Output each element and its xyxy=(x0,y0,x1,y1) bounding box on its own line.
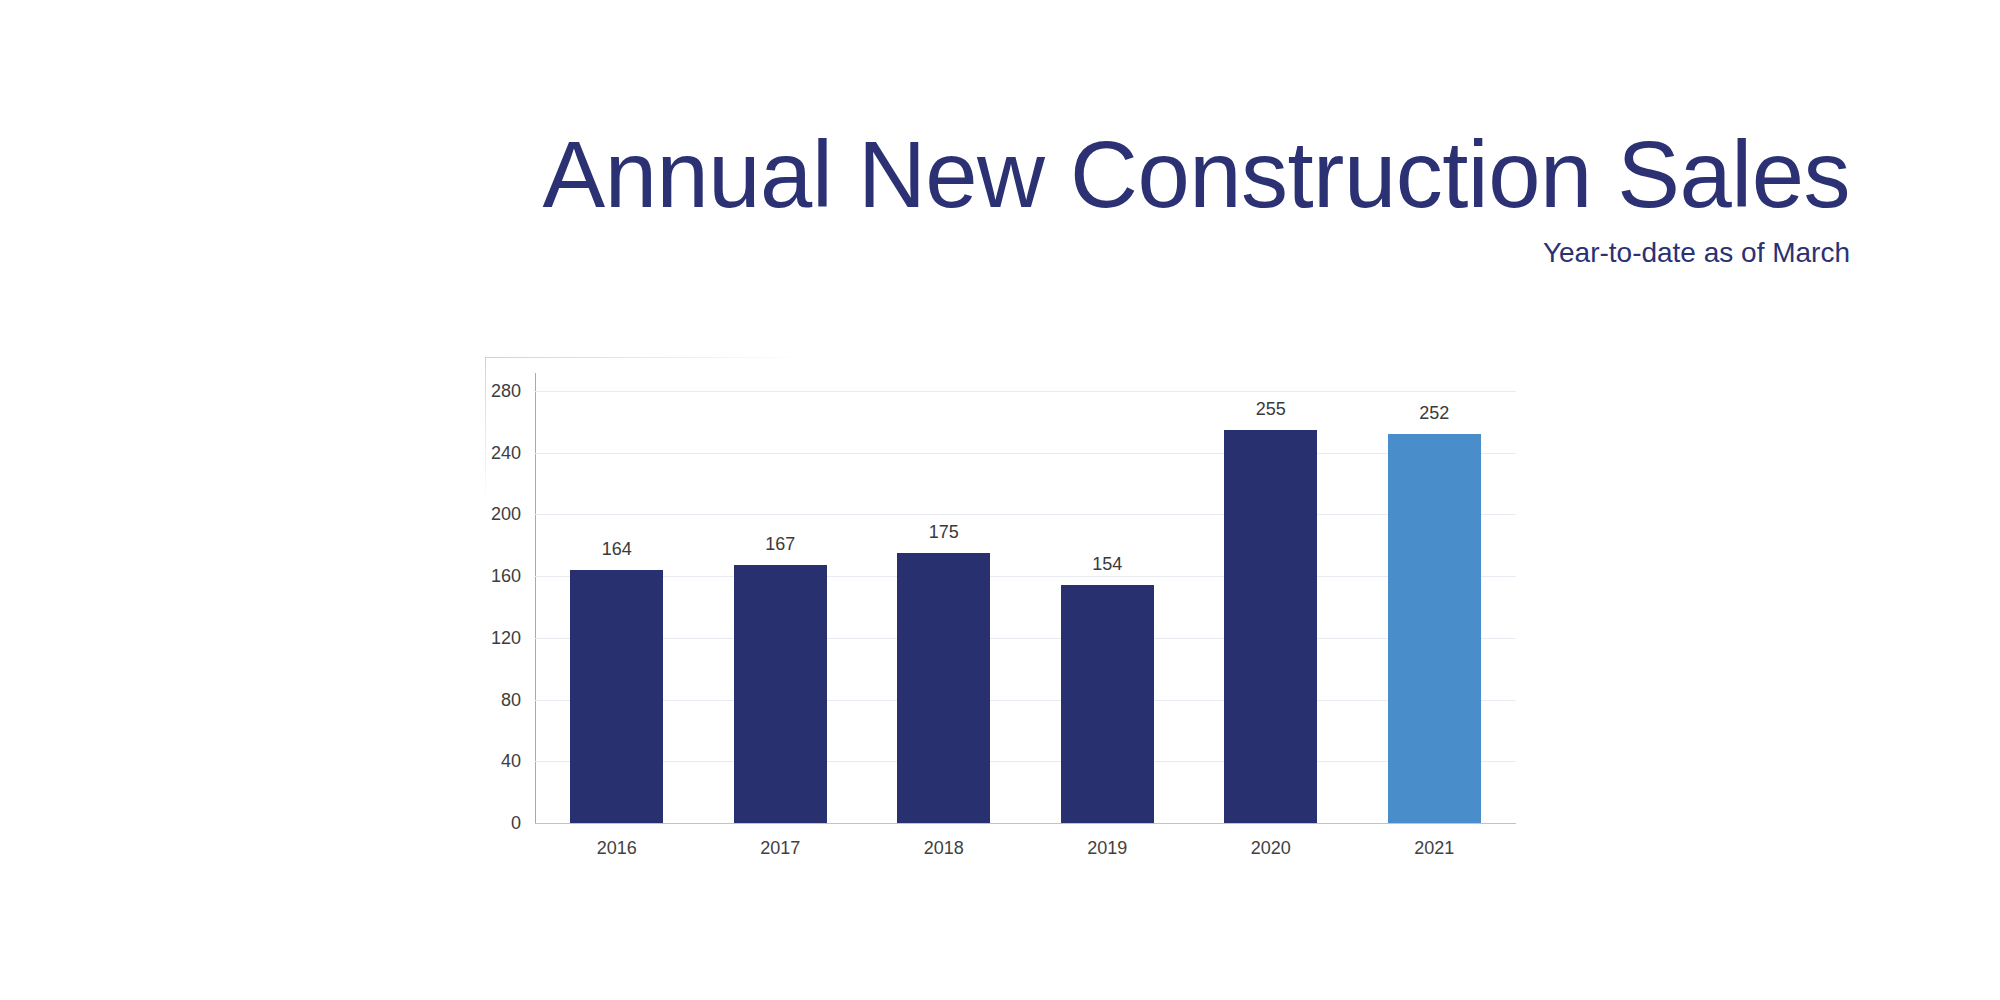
bar-2021 xyxy=(1388,434,1481,823)
gridline xyxy=(535,700,1516,701)
y-tick-label: 200 xyxy=(491,504,521,525)
bar-value-label: 175 xyxy=(929,522,959,543)
chart-panel-top-edge xyxy=(485,357,807,358)
bar-2019 xyxy=(1061,585,1154,823)
bar-value-label: 255 xyxy=(1256,399,1286,420)
gridline xyxy=(535,761,1516,762)
bar-value-label: 154 xyxy=(1092,554,1122,575)
y-tick-label: 80 xyxy=(501,689,521,710)
y-tick-label: 280 xyxy=(491,381,521,402)
x-tick-label: 2017 xyxy=(760,838,800,859)
y-axis-line xyxy=(535,373,536,824)
bar-2018 xyxy=(897,553,990,823)
y-tick-label: 240 xyxy=(491,442,521,463)
x-tick-label: 2018 xyxy=(924,838,964,859)
y-tick-label: 0 xyxy=(511,813,521,834)
x-tick-label: 2020 xyxy=(1251,838,1291,859)
chart-title: Annual New Construction Sales xyxy=(543,128,1850,222)
x-axis-baseline xyxy=(535,823,1516,824)
chart-panel-left-edge xyxy=(485,357,486,507)
y-tick-label: 120 xyxy=(491,627,521,648)
x-tick-label: 2019 xyxy=(1087,838,1127,859)
gridline xyxy=(535,453,1516,454)
bar-chart-plot-area: 04080120160200240280 164167175154255252 … xyxy=(535,391,1516,823)
bar-2016 xyxy=(570,570,663,823)
bar-value-label: 252 xyxy=(1419,403,1449,424)
gridline xyxy=(535,638,1516,639)
y-tick-label: 40 xyxy=(501,751,521,772)
gridline xyxy=(535,514,1516,515)
chart-subtitle: Year-to-date as of March xyxy=(543,239,1850,267)
slide-canvas: Annual New Construction Sales Year-to-da… xyxy=(0,0,2000,1000)
bar-value-label: 167 xyxy=(765,534,795,555)
bar-2020 xyxy=(1224,430,1317,823)
bar-2017 xyxy=(734,565,827,823)
gridline xyxy=(535,576,1516,577)
y-tick-label: 160 xyxy=(491,566,521,587)
chart-header: Annual New Construction Sales Year-to-da… xyxy=(543,128,1850,267)
gridline xyxy=(535,391,1516,392)
x-tick-label: 2021 xyxy=(1414,838,1454,859)
x-tick-label: 2016 xyxy=(597,838,637,859)
bar-value-label: 164 xyxy=(602,539,632,560)
